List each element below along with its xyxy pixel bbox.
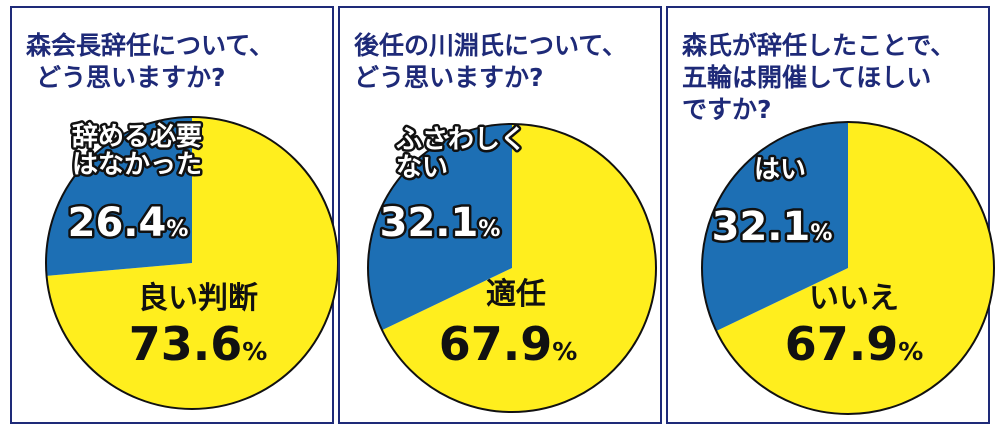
slice-label-majority: 良い判断 bbox=[138, 281, 258, 316]
data-label-majority: 73.6% bbox=[129, 317, 268, 371]
pie-slice-majority bbox=[716, 122, 995, 414]
question-title-line: 森氏が辞任したことで、 bbox=[682, 31, 956, 60]
slice-label-majority-line: 良い判断 bbox=[138, 281, 258, 316]
data-label-minority: 32.1% bbox=[712, 204, 833, 250]
slice-label-majority-line: いいえ bbox=[809, 281, 899, 316]
pie-slice-minority bbox=[367, 124, 512, 331]
data-label-value: 67.9 bbox=[439, 317, 553, 371]
slice-label-majority: 適任 bbox=[486, 277, 546, 312]
question-title-line: 森会長辞任について、 bbox=[26, 31, 275, 60]
data-label-majority: 67.9% bbox=[439, 317, 578, 371]
question-title: 後任の川淵氏について、 どう思いますか? bbox=[354, 30, 654, 94]
question-title-line: どう思いますか? bbox=[354, 63, 544, 92]
data-label-minority: 32.1% bbox=[380, 200, 501, 246]
pie-chart: 適任 67.9% ふさわしくない 32.1% bbox=[367, 123, 657, 413]
question-title-line: どう思いますか? bbox=[36, 63, 226, 92]
data-label-majority: 67.9% bbox=[785, 317, 924, 371]
slice-label-minority-line: はい bbox=[754, 155, 806, 185]
chart-panel-1: 森会長辞任について、 どう思いますか? 良い判断 73.6% 辞める必要はなかった 2… bbox=[10, 6, 339, 424]
percent-sign: % bbox=[166, 217, 188, 242]
question-title: 森会長辞任について、 どう思いますか? bbox=[26, 30, 326, 94]
percent-sign: % bbox=[810, 221, 832, 246]
question-title-line: 五輪は開催してほしい bbox=[682, 63, 932, 92]
question-title: 森氏が辞任したことで、 五輪は開催してほしい ですか? bbox=[682, 30, 982, 126]
pie-slice-minority bbox=[45, 116, 192, 276]
pie-slice-majority bbox=[46, 117, 338, 409]
data-label-value: 73.6 bbox=[129, 317, 243, 371]
slice-label-minority: はい bbox=[754, 155, 806, 185]
percent-sign: % bbox=[552, 337, 577, 366]
slice-label-minority: ふさわしくない bbox=[396, 125, 526, 183]
slice-label-majority: いいえ bbox=[809, 281, 899, 316]
data-label-minority: 26.4% bbox=[68, 200, 189, 246]
slice-label-minority-line: ふさわしく bbox=[396, 125, 526, 155]
data-label-value: 32.1 bbox=[712, 204, 811, 250]
question-title-line: ですか? bbox=[682, 95, 772, 124]
data-label-value: 26.4 bbox=[68, 200, 167, 246]
pie-outline bbox=[701, 121, 995, 415]
percent-sign: % bbox=[242, 337, 267, 366]
data-label-value: 67.9 bbox=[785, 317, 899, 371]
pie-slice-minority bbox=[702, 122, 848, 331]
slice-label-minority-line: 辞める必要 bbox=[72, 121, 202, 152]
chart-panel-3: 森氏が辞任したことで、 五輪は開催してほしい ですか? いいえ 67.9% はい 32… bbox=[666, 6, 995, 424]
data-label-value: 32.1 bbox=[380, 200, 479, 246]
pie-outline bbox=[367, 123, 657, 413]
slice-label-minority: 辞める必要はなかった bbox=[72, 121, 202, 180]
slice-label-minority-line: ない bbox=[396, 153, 448, 183]
slice-label-majority-line: 適任 bbox=[486, 277, 546, 312]
percent-sign: % bbox=[898, 337, 923, 366]
chart-panel-2: 後任の川淵氏について、 どう思いますか? 適任 67.9% ふさわしくない 32.1% bbox=[338, 6, 662, 424]
question-title-line: 後任の川淵氏について、 bbox=[354, 31, 628, 60]
pie-slice-majority bbox=[382, 124, 656, 413]
slice-label-minority-line: はなかった bbox=[72, 150, 202, 180]
percent-sign: % bbox=[478, 217, 500, 242]
